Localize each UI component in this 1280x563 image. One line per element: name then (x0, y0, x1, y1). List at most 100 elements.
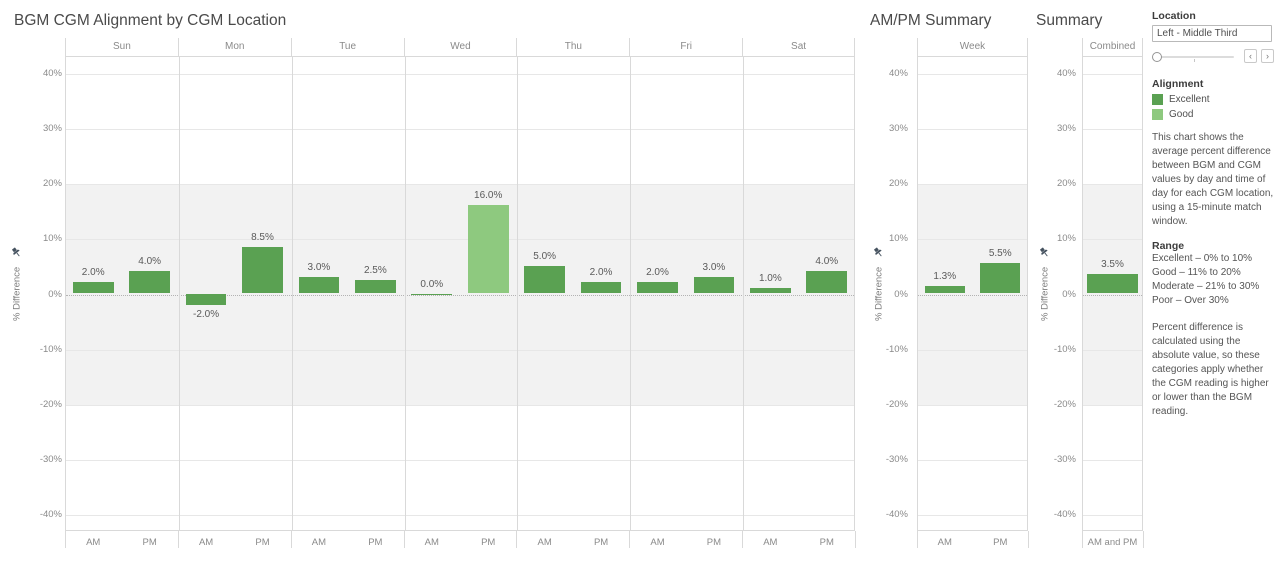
y-tick-label: -40% (39, 509, 62, 521)
chart-title-summary: Summary (1036, 12, 1103, 29)
bar-Fri-PM[interactable] (693, 276, 735, 294)
bar-Wed-AM[interactable] (411, 293, 453, 295)
bar-Sun-AM[interactable] (72, 282, 114, 294)
pane-divider (291, 57, 293, 530)
legend-item-label: Excellent (1169, 94, 1210, 105)
column-header-Sun: Sun (65, 38, 178, 56)
gridline (66, 349, 854, 351)
y-tick-label: 0% (48, 288, 62, 300)
chart-title-main: BGM CGM Alignment by CGM Location (14, 12, 287, 29)
bar-Sun-PM[interactable] (129, 271, 170, 294)
legend-item-good[interactable]: Good (1152, 109, 1274, 120)
legend-item-label: Good (1169, 109, 1194, 120)
bar-Sat-PM[interactable] (806, 271, 848, 294)
footer-tick (1143, 531, 1144, 548)
zero-line (66, 294, 854, 296)
bar-Wed-PM[interactable] (467, 205, 509, 294)
zero-line (918, 294, 1027, 296)
bar-value-label: 0.0% (420, 278, 444, 290)
bar-value-label: 5.5% (988, 248, 1012, 260)
x-axis-label-PM: PM (993, 537, 1008, 548)
x-axis-label-AM: AM (937, 537, 952, 548)
slider-prev-button[interactable]: ‹ (1244, 49, 1257, 63)
pin-icon[interactable] (873, 245, 884, 257)
y-tick-label: 10% (1056, 233, 1076, 245)
footer-tick (290, 531, 292, 548)
pane-divider (630, 57, 632, 530)
x-axis-label-AM and PM: AM and PM (1087, 537, 1138, 548)
y-tick-label: 0% (1062, 288, 1076, 300)
footer-tick (855, 531, 856, 548)
bar-value-label: 3.5% (1101, 259, 1124, 271)
y-axis-title: % Difference (873, 266, 885, 321)
bar-Mon-AM[interactable] (185, 293, 227, 305)
bar-Fri-AM[interactable] (637, 282, 678, 294)
x-axis-label-PM: PM (706, 537, 722, 548)
bar-value-label: 2.0% (81, 267, 105, 279)
y-tick-label: 30% (42, 122, 62, 134)
footer-tick (1028, 531, 1029, 548)
plot-area (1082, 56, 1143, 531)
y-tick-label: -10% (885, 343, 908, 355)
alignment-legend: Excellent Good (1152, 94, 1274, 120)
x-axis-label-PM: PM (593, 537, 609, 548)
gridline (66, 128, 854, 130)
pin-icon[interactable] (1039, 245, 1050, 257)
footer-tick (516, 531, 518, 548)
bar-value-label: 3.0% (702, 261, 726, 273)
y-tick-label: 20% (1056, 178, 1076, 190)
gridline (66, 73, 854, 75)
bar-Thu-PM[interactable] (580, 282, 622, 294)
plot-area (917, 56, 1028, 531)
y-tick-label: -20% (39, 398, 62, 410)
y-tick-label: -40% (885, 509, 908, 521)
bar-Sat-AM[interactable] (750, 287, 791, 294)
pane-divider (517, 57, 519, 530)
legend-swatch-icon (1152, 109, 1163, 120)
x-axis-label-AM: AM (86, 537, 101, 548)
pin-icon[interactable] (11, 245, 22, 257)
bar-value-label: 8.5% (251, 231, 274, 243)
zero-line (1083, 294, 1142, 296)
legend-item-excellent[interactable]: Excellent (1152, 94, 1274, 105)
bar-Week-PM[interactable] (980, 263, 1021, 294)
gridline (66, 515, 854, 517)
bar-value-label: 1.0% (758, 272, 782, 284)
gridline (918, 404, 1027, 406)
x-axis-label-PM: PM (255, 537, 270, 548)
gridline (1083, 73, 1142, 75)
x-axis-label-AM: AM (650, 537, 665, 548)
bar-Tue-PM[interactable] (355, 279, 396, 294)
bar-value-label: -2.0% (193, 308, 220, 320)
gridline (918, 239, 1027, 241)
column-header-Sat: Sat (742, 38, 855, 56)
column-header-Wed: Wed (403, 38, 517, 56)
y-tick-label: -10% (39, 343, 62, 355)
y-tick-label: -20% (1053, 398, 1076, 410)
bar-Combined-AM and PM[interactable] (1086, 274, 1139, 294)
bar-Tue-AM[interactable] (298, 276, 340, 294)
gridline (918, 460, 1027, 462)
slider-handle[interactable] (1152, 52, 1162, 62)
bar-Week-AM[interactable] (924, 286, 965, 294)
reference-band (918, 184, 1027, 405)
bar-Thu-AM[interactable] (524, 265, 565, 294)
gridline (918, 515, 1027, 517)
footer-tick (403, 531, 405, 548)
bar-value-label: 5.0% (533, 250, 557, 262)
legend-swatch-icon (1152, 94, 1163, 105)
bar-Mon-PM[interactable] (242, 246, 283, 294)
slider-track[interactable] (1154, 56, 1234, 58)
gridline (1083, 515, 1142, 517)
gridline (66, 460, 854, 462)
location-dropdown[interactable]: Left - Middle Third (1152, 25, 1272, 42)
slider-next-button[interactable]: › (1261, 49, 1274, 63)
bar-value-label: 3.0% (307, 261, 331, 273)
y-tick-label: 40% (1056, 67, 1076, 79)
location-label: Location (1152, 10, 1196, 22)
range-list: Excellent – 0% to 10% Good – 11% to 20% Mo… (1152, 252, 1274, 308)
x-axis-label-PM: PM (368, 537, 383, 548)
gridline (1083, 184, 1142, 186)
range-line: Poor – Over 30% (1152, 295, 1229, 306)
x-axis-label-PM: PM (481, 537, 496, 548)
